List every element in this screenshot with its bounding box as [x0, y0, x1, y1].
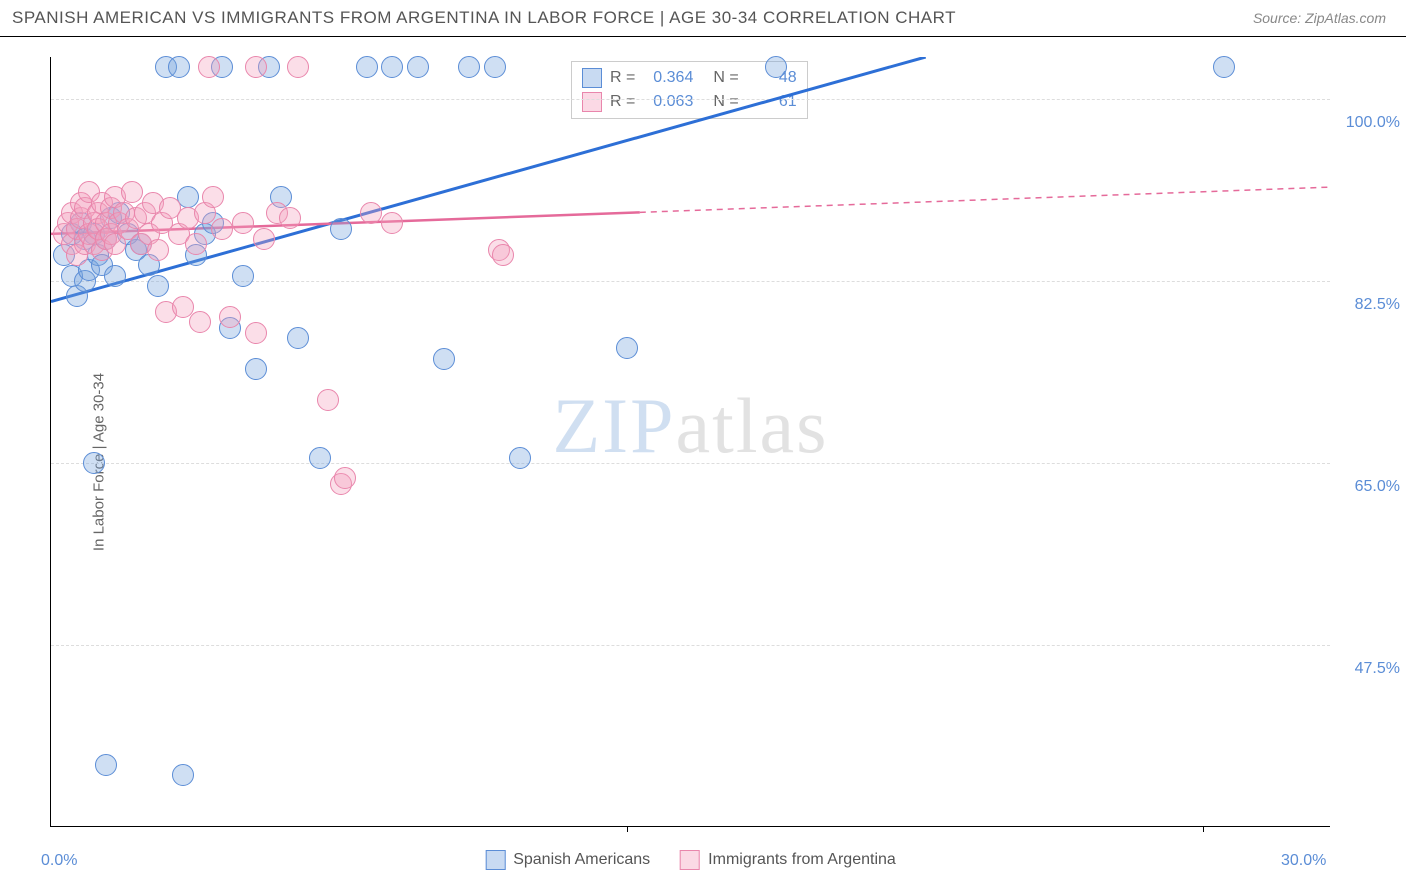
scatter-point — [279, 207, 301, 229]
xtick-mark — [1203, 826, 1204, 832]
legend-stats-row-pink: R = 0.063 N = 61 — [582, 90, 797, 114]
legend-item-blue: Spanish Americans — [485, 850, 650, 870]
scatter-point — [202, 186, 224, 208]
watermark-zip: ZIP — [553, 382, 676, 469]
scatter-point — [287, 56, 309, 78]
swatch-blue-icon — [582, 68, 602, 88]
trend-lines-svg — [51, 57, 1330, 826]
legend-label-pink: Immigrants from Argentina — [708, 851, 896, 869]
watermark-atlas: atlas — [676, 382, 829, 469]
legend-label-blue: Spanish Americans — [513, 851, 650, 869]
scatter-point — [253, 228, 275, 250]
scatter-point — [509, 447, 531, 469]
scatter-point — [245, 322, 267, 344]
chart-container: In Labor Force | Age 30-34 ZIPatlas R = … — [0, 37, 1406, 887]
scatter-point — [381, 212, 403, 234]
scatter-point — [147, 239, 169, 261]
scatter-point — [147, 275, 169, 297]
scatter-point — [232, 265, 254, 287]
scatter-point — [95, 754, 117, 776]
scatter-point — [407, 56, 429, 78]
xtick-label: 0.0% — [41, 852, 77, 870]
swatch-blue-icon — [485, 850, 505, 870]
scatter-point — [360, 202, 382, 224]
watermark: ZIPatlas — [553, 381, 829, 471]
gridline — [51, 645, 1330, 646]
scatter-point — [172, 764, 194, 786]
scatter-point — [198, 56, 220, 78]
r-label: R = — [610, 93, 635, 111]
scatter-point — [356, 56, 378, 78]
scatter-point — [765, 56, 787, 78]
n-label: N = — [713, 69, 738, 87]
ytick-label: 65.0% — [1340, 478, 1400, 496]
legend-stats-row-blue: R = 0.364 N = 48 — [582, 66, 797, 90]
scatter-point — [484, 56, 506, 78]
swatch-pink-icon — [680, 850, 700, 870]
scatter-point — [492, 244, 514, 266]
xtick-label: 30.0% — [1281, 852, 1326, 870]
scatter-point — [334, 467, 356, 489]
scatter-point — [211, 218, 233, 240]
chart-header: SPANISH AMERICAN VS IMMIGRANTS FROM ARGE… — [0, 0, 1406, 37]
scatter-point — [185, 233, 207, 255]
scatter-point — [616, 337, 638, 359]
ytick-label: 82.5% — [1340, 296, 1400, 314]
scatter-point — [245, 56, 267, 78]
scatter-point — [317, 389, 339, 411]
source-label: Source: ZipAtlas.com — [1253, 10, 1386, 26]
scatter-point — [458, 56, 480, 78]
swatch-pink-icon — [582, 92, 602, 112]
scatter-point — [189, 311, 211, 333]
scatter-point — [381, 56, 403, 78]
xtick-mark — [627, 826, 628, 832]
scatter-point — [83, 452, 105, 474]
plot-area: ZIPatlas R = 0.364 N = 48 R = 0.063 N = … — [50, 57, 1330, 827]
scatter-point — [219, 306, 241, 328]
chart-title: SPANISH AMERICAN VS IMMIGRANTS FROM ARGE… — [12, 8, 956, 28]
ytick-label: 100.0% — [1340, 114, 1400, 132]
scatter-point — [232, 212, 254, 234]
r-value-blue: 0.364 — [643, 69, 693, 87]
legend-item-pink: Immigrants from Argentina — [680, 850, 896, 870]
scatter-point — [121, 181, 143, 203]
gridline — [51, 463, 1330, 464]
scatter-point — [330, 218, 352, 240]
ytick-label: 47.5% — [1340, 660, 1400, 678]
legend-bottom: Spanish Americans Immigrants from Argent… — [485, 850, 896, 870]
scatter-point — [309, 447, 331, 469]
scatter-point — [1213, 56, 1235, 78]
gridline — [51, 99, 1330, 100]
n-label: N = — [713, 93, 738, 111]
n-value-pink: 61 — [747, 93, 797, 111]
r-value-pink: 0.063 — [643, 93, 693, 111]
scatter-point — [168, 56, 190, 78]
scatter-point — [245, 358, 267, 380]
scatter-point — [104, 265, 126, 287]
scatter-point — [433, 348, 455, 370]
r-label: R = — [610, 69, 635, 87]
scatter-point — [287, 327, 309, 349]
